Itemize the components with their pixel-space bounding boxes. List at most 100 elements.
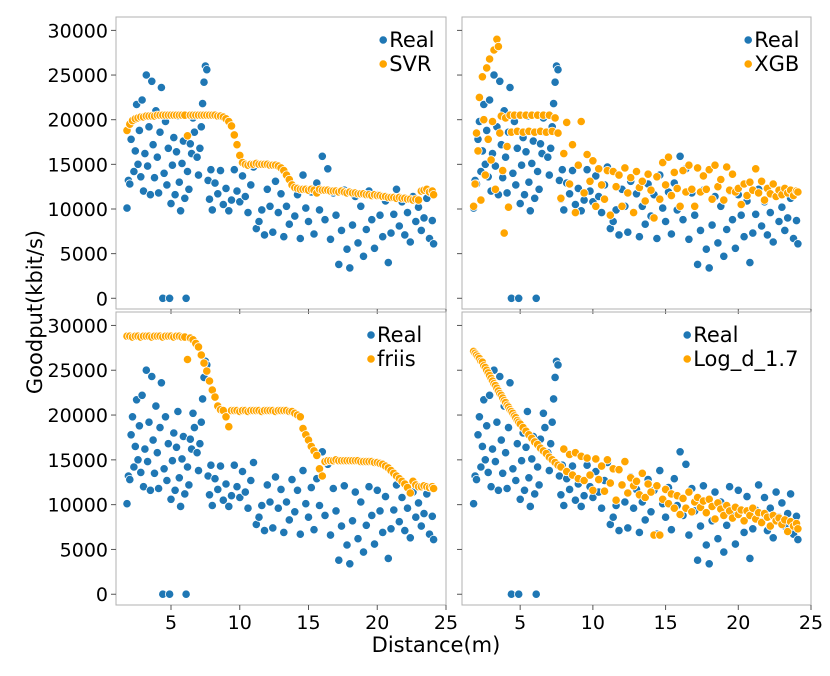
data-point	[254, 216, 264, 227]
data-point	[405, 533, 415, 543]
data-point	[246, 180, 256, 190]
data-point	[687, 184, 697, 194]
data-point	[780, 225, 790, 235]
data-point	[375, 210, 385, 220]
data-point	[753, 188, 764, 198]
data-point	[588, 156, 598, 166]
x-tick-label: 15	[296, 612, 320, 634]
data-point	[655, 465, 665, 476]
data-point	[538, 408, 549, 418]
data-point	[145, 190, 155, 200]
data-point	[663, 152, 674, 162]
data-point	[154, 483, 164, 494]
data-point	[378, 232, 388, 242]
data-point	[195, 439, 205, 449]
data-point	[334, 259, 344, 269]
data-point	[631, 166, 642, 177]
y-tick-label: 20000	[48, 110, 108, 132]
data-point	[184, 480, 194, 490]
data-point	[367, 510, 377, 521]
data-point	[742, 491, 752, 502]
data-point	[474, 92, 484, 103]
data-point	[562, 117, 572, 128]
data-point	[237, 171, 248, 181]
data-point	[154, 188, 164, 198]
data-point	[739, 516, 749, 526]
data-point	[557, 165, 567, 175]
data-point	[710, 487, 720, 497]
data-point	[317, 471, 327, 481]
data-point	[268, 227, 278, 237]
data-point	[486, 155, 496, 165]
data-point	[133, 159, 143, 169]
data-point	[521, 442, 531, 452]
data-point	[710, 514, 720, 524]
data-point	[701, 508, 711, 518]
data-point	[474, 412, 484, 422]
data-point	[126, 430, 136, 440]
data-point	[556, 193, 566, 203]
legend-label: SVR	[389, 52, 431, 76]
data-point	[620, 456, 630, 467]
data-point	[204, 376, 215, 386]
data-point	[534, 480, 544, 490]
data-point	[567, 461, 578, 471]
data-point	[637, 468, 647, 478]
data-point	[295, 233, 305, 244]
data-point	[498, 166, 508, 176]
data-point	[631, 476, 642, 486]
data-point	[498, 468, 508, 478]
data-point	[716, 174, 726, 185]
data-point	[221, 183, 231, 193]
x-tick-label: 20	[726, 612, 750, 634]
data-point	[204, 194, 215, 204]
data-point	[184, 184, 194, 194]
data-point	[480, 455, 490, 465]
data-point	[483, 467, 493, 477]
data-point	[167, 456, 177, 466]
axes-frame	[115, 311, 447, 606]
data-point	[177, 158, 187, 168]
data-point	[193, 465, 204, 476]
data-point	[162, 475, 172, 486]
data-point	[660, 512, 671, 522]
data-point	[596, 503, 607, 513]
data-point	[484, 54, 495, 64]
data-point	[166, 199, 176, 209]
data-point	[707, 220, 717, 230]
data-point	[585, 176, 595, 186]
data-point	[646, 507, 656, 517]
data-point	[576, 116, 586, 127]
data-point	[281, 201, 292, 211]
data-point	[473, 146, 483, 156]
data-point	[380, 491, 391, 502]
data-point	[235, 492, 245, 503]
data-point	[640, 219, 650, 229]
data-point	[268, 523, 278, 533]
data-point	[180, 489, 190, 499]
data-point	[751, 209, 761, 219]
data-point	[188, 408, 198, 418]
data-point	[643, 169, 653, 179]
data-point	[640, 492, 650, 503]
data-point	[397, 492, 407, 503]
data-point	[237, 466, 248, 477]
data-point	[479, 115, 489, 125]
data-point	[614, 230, 624, 240]
data-point	[736, 210, 746, 220]
data-point	[579, 475, 589, 486]
data-point	[553, 65, 563, 75]
data-point	[751, 164, 761, 174]
data-point	[151, 401, 161, 411]
data-point	[270, 472, 281, 482]
data-point	[185, 434, 195, 444]
data-point	[514, 589, 524, 599]
data-point	[704, 263, 714, 273]
data-point	[137, 95, 147, 105]
data-point	[678, 215, 688, 225]
data-point	[342, 540, 352, 550]
data-point	[611, 495, 621, 505]
data-point	[262, 480, 272, 490]
